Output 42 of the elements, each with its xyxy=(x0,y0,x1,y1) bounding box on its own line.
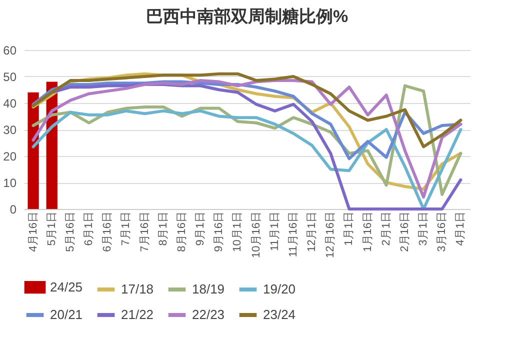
x-tick-label: 10月1日 xyxy=(232,212,244,252)
x-tick-label: 8月1日 xyxy=(157,212,170,246)
x-tick-label: 11月16日 xyxy=(287,212,300,258)
y-tick-label: 50 xyxy=(3,70,17,84)
x-tick-label: 7月1日 xyxy=(120,212,132,246)
legend-label: 24/25 xyxy=(50,279,83,294)
x-tick-label: 6月16日 xyxy=(102,212,114,252)
y-tick-label: 20 xyxy=(3,150,17,164)
x-tick-label: 10月16日 xyxy=(250,212,262,258)
x-tick-label: 9月1日 xyxy=(194,212,207,246)
x-tick-label: 1月1日 xyxy=(343,212,356,246)
legend-label: 23/24 xyxy=(263,307,296,322)
x-tick-label: 12月16日 xyxy=(324,212,337,258)
line-series xyxy=(32,109,462,210)
y-tick-label: 10 xyxy=(3,176,17,190)
legend-label: 18/19 xyxy=(192,282,225,296)
line-series xyxy=(32,72,462,148)
legend-label: 17/18 xyxy=(121,282,154,296)
legend-label: 22/23 xyxy=(192,307,225,322)
x-tick-label: 4月1日 xyxy=(454,212,467,246)
x-tick-label: 4月16日 xyxy=(27,212,40,252)
x-tick-label: 9月16日 xyxy=(213,212,226,252)
x-tick-label: 11月1日 xyxy=(268,212,281,252)
x-tick-label: 5月1日 xyxy=(46,212,58,246)
x-tick-label: 3月1日 xyxy=(418,212,430,246)
x-tick-label: 5月16日 xyxy=(64,212,76,252)
x-tick-label: 3月16日 xyxy=(436,212,448,252)
legend-label: 19/20 xyxy=(263,282,296,296)
y-tick-label: 30 xyxy=(3,123,17,137)
y-tick-label: 40 xyxy=(3,96,17,110)
legend-label: 20/21 xyxy=(50,307,83,322)
legend-label: 21/22 xyxy=(121,307,154,322)
x-tick-label: 12月1日 xyxy=(306,212,318,252)
x-tick-label: 2月16日 xyxy=(398,212,411,252)
chart-title: 巴西中南部双周制糖比例% xyxy=(146,7,348,26)
x-tick-label: 2月1日 xyxy=(380,212,392,246)
x-tick-label: 6月1日 xyxy=(83,212,96,246)
y-tick-label: 60 xyxy=(3,44,17,58)
x-tick-label: 1月16日 xyxy=(362,212,374,252)
y-tick-label: 0 xyxy=(10,202,17,216)
x-tick-label: 8月16日 xyxy=(176,212,188,252)
x-tick-label: 7月16日 xyxy=(138,212,151,252)
